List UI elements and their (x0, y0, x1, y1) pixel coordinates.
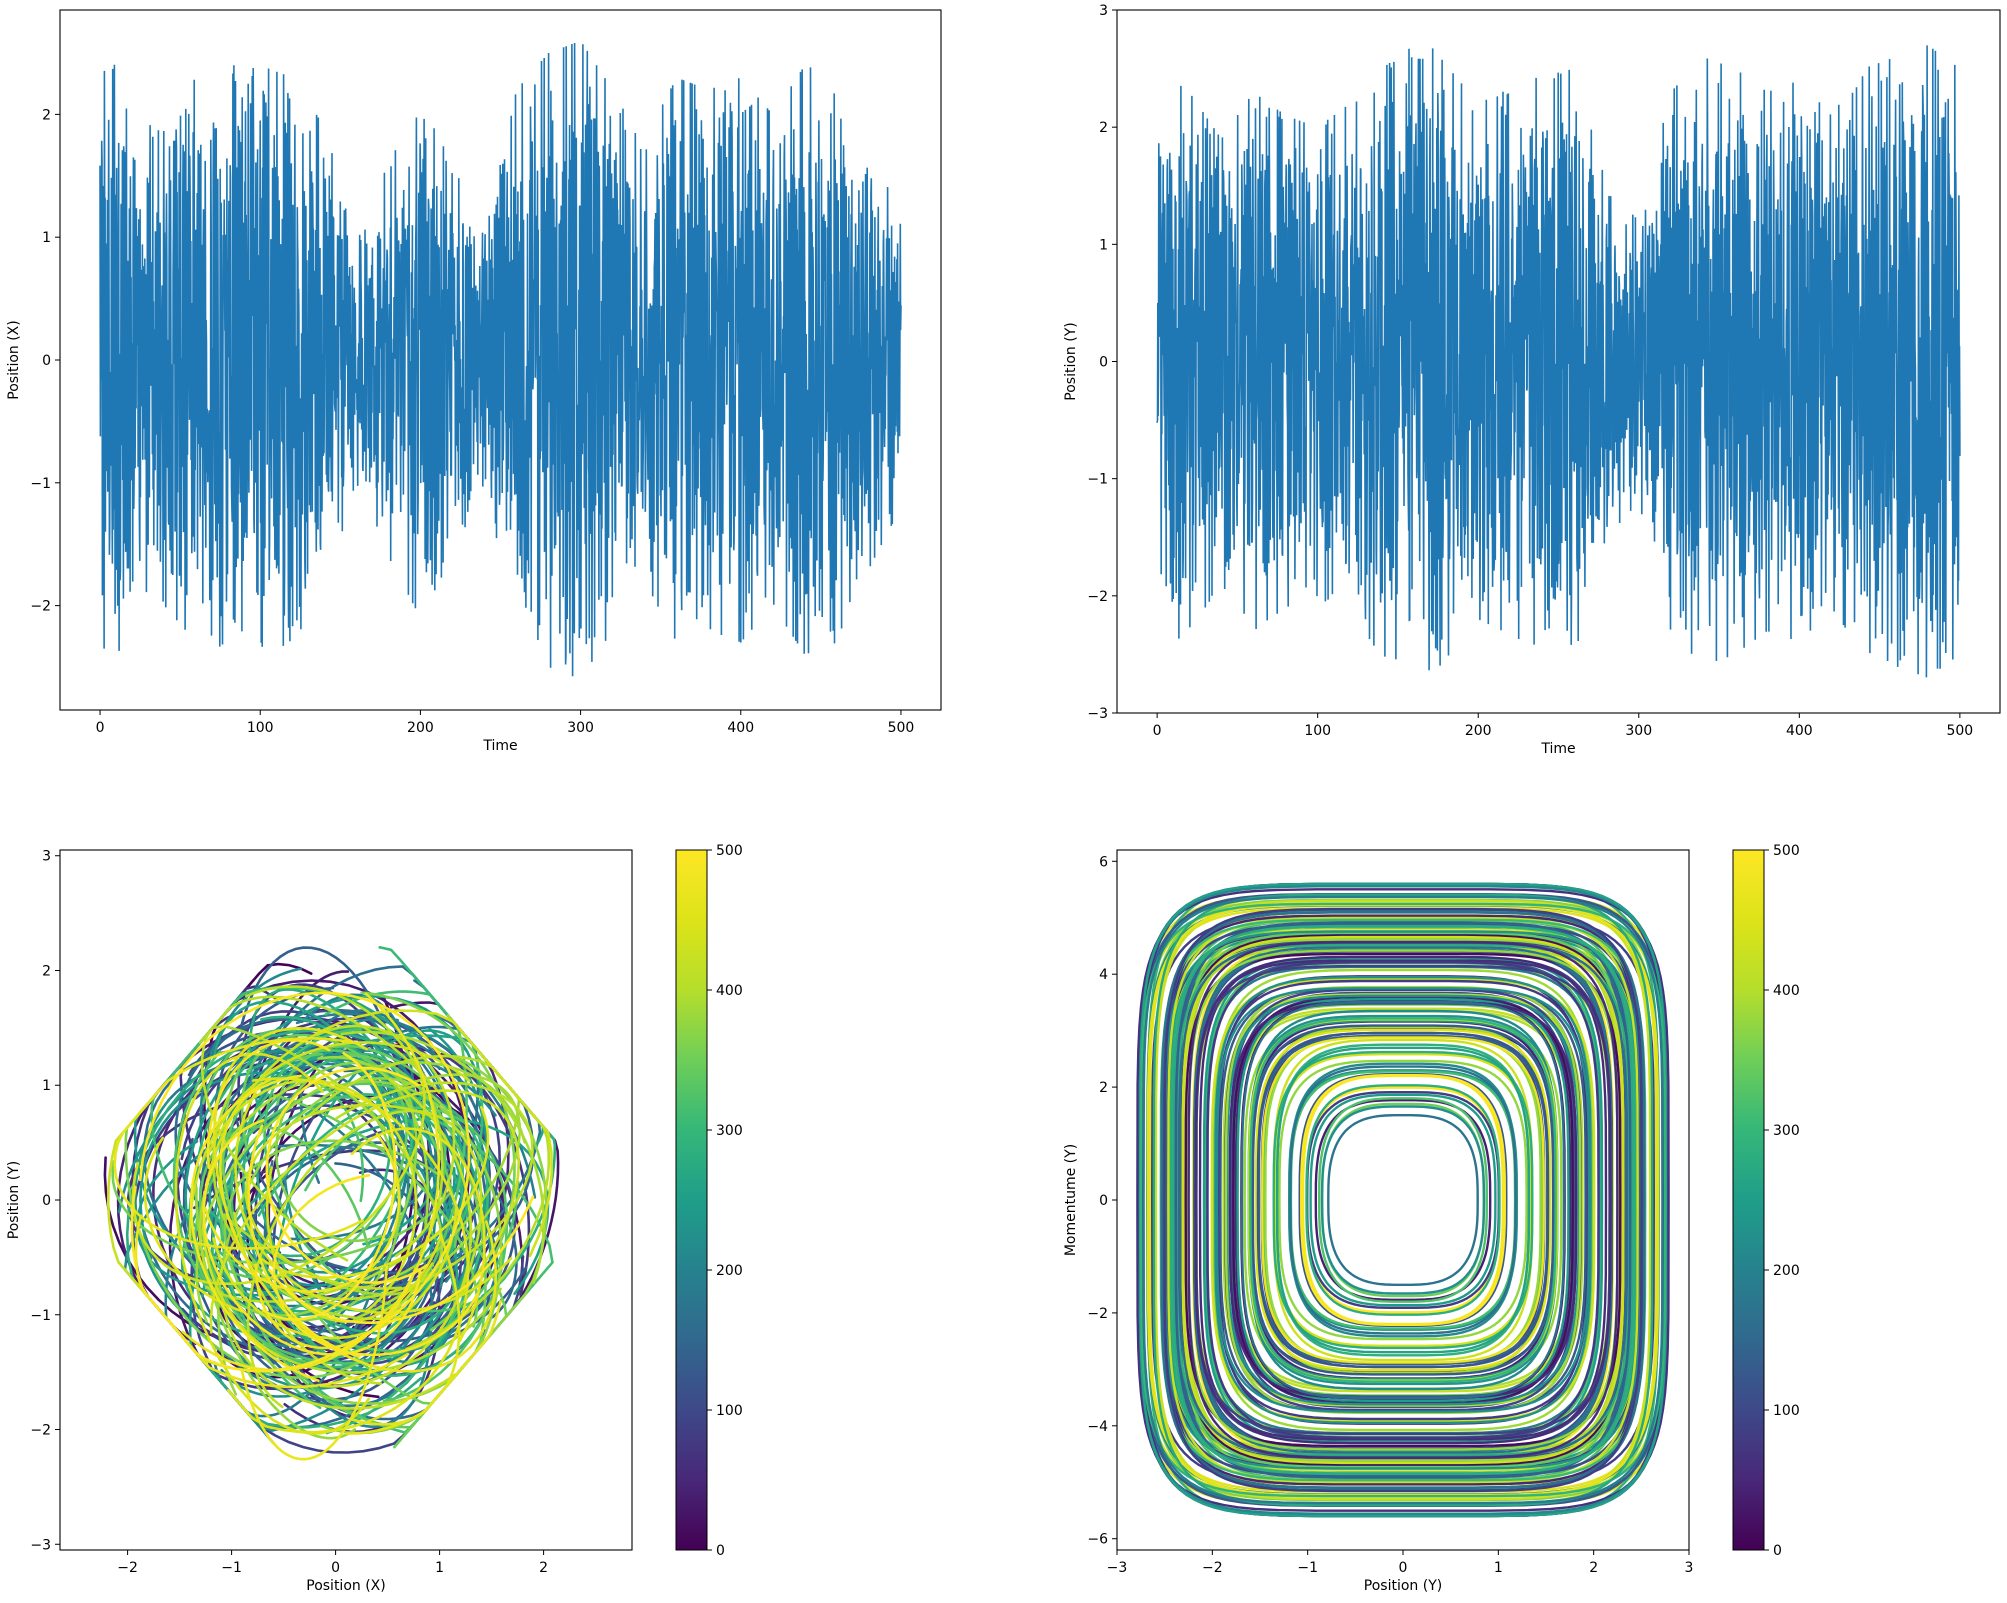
y-tick-label: 4 (1099, 967, 1108, 983)
y-tick-label: −6 (1087, 1532, 1108, 1548)
x-tick-label: 2 (539, 1560, 548, 1576)
x-tick-label: −2 (1202, 1560, 1223, 1576)
y-tick-label: 2 (1099, 120, 1108, 136)
colorbar-tick-label: 300 (716, 1123, 743, 1139)
x-tick-label: 500 (888, 720, 915, 736)
colorbar-tick-label: 100 (716, 1403, 743, 1419)
y-tick-label: 3 (42, 849, 51, 865)
colorbar-tick-label: 500 (1773, 843, 1800, 859)
x-tick-label: 1 (1494, 1560, 1503, 1576)
x-tick-label: 500 (1946, 723, 1973, 739)
colorbar-tick-label: 400 (716, 983, 743, 999)
x-axis-label: Time (1540, 741, 1575, 757)
x-tick-label: 400 (1786, 723, 1813, 739)
colorbar-tick-label: 100 (1773, 1403, 1800, 1419)
y-tick-label: 0 (1099, 355, 1108, 371)
x-tick-label: 300 (1625, 723, 1652, 739)
x-tick-label: 200 (407, 720, 434, 736)
x-tick-label: −1 (221, 1560, 242, 1576)
y-tick-label: 0 (42, 353, 51, 369)
y-tick-label: −3 (1087, 706, 1108, 722)
x-tick-label: −3 (1107, 1560, 1128, 1576)
colorbar-gradient (1733, 850, 1764, 1550)
y-tick-label: 0 (1099, 1193, 1108, 1209)
y-time-plot: 0 100 200 300 400 500 −3 −2 −1 0 1 2 3 Time Position (… (1063, 3, 2000, 757)
x-y-phase-plot: −2 −1 0 1 2 −3 −2 −1 0 1 2 3 Position (X) Position (Y… (6, 843, 743, 1594)
colorbar-tick-label: 300 (1773, 1123, 1800, 1139)
y-axis-label: Position (Y) (6, 1161, 22, 1239)
y-tick-label: 0 (42, 1193, 51, 1209)
x-tick-label: 300 (567, 720, 594, 736)
y-tick-label: −2 (1087, 1306, 1108, 1322)
x-axis-label: Time (482, 738, 517, 754)
x-axis-label: Position (Y) (1364, 1578, 1442, 1594)
colorbar-gradient (676, 850, 707, 1550)
y-tick-label: −1 (30, 1308, 51, 1324)
colorbar: 0 100 200 300 400 500 (1733, 843, 1800, 1559)
y-tick-label: 3 (1099, 3, 1108, 19)
y-tick-label: −2 (30, 1423, 51, 1439)
x-tick-label: 0 (1399, 1560, 1408, 1576)
x-tick-label: 2 (1589, 1560, 1598, 1576)
colorbar: 0 100 200 300 400 500 (676, 843, 743, 1559)
x-tick-label: 200 (1465, 723, 1492, 739)
y-tick-label: −4 (1087, 1419, 1108, 1435)
y-tick-label: −2 (30, 599, 51, 615)
y-axis-label: Momentume (Y) (1063, 1144, 1079, 1256)
y-tick-label: −1 (30, 476, 51, 492)
x-tick-label: −2 (117, 1560, 138, 1576)
y-tick-label: 2 (42, 963, 51, 979)
x-tick-label: 3 (1685, 1560, 1694, 1576)
colorbar-tick-label: 0 (716, 1543, 725, 1559)
x-tick-label: 0 (1153, 723, 1162, 739)
y-tick-label: −3 (30, 1537, 51, 1553)
y-tick-label: −1 (1087, 472, 1108, 488)
x-tick-label: 100 (1304, 723, 1331, 739)
y-axis-label: Position (X) (6, 320, 22, 399)
colorbar-tick-label: 0 (1773, 1543, 1782, 1559)
x-tick-label: 400 (727, 720, 754, 736)
y-tick-label: 2 (1099, 1080, 1108, 1096)
y-tick-label: 1 (42, 1078, 51, 1094)
x-time-plot: 0 100 200 300 400 500 −2 −1 0 1 2 Time Position (X) (6, 10, 941, 754)
y-tick-label: −2 (1087, 589, 1108, 605)
x-tick-label: 100 (247, 720, 274, 736)
x-tick-label: 0 (331, 1560, 340, 1576)
y-momentum-phase-plot: −3 −2 −1 0 1 2 3 −6 −4 −2 0 2 4 6 Position (Y) Momentum… (1063, 843, 1800, 1594)
x-tick-label: −1 (1297, 1560, 1318, 1576)
colorbar-tick-label: 400 (1773, 983, 1800, 999)
colorbar-tick-label: 500 (716, 843, 743, 859)
x-tick-label: 0 (96, 720, 105, 736)
y-tick-label: 2 (42, 107, 51, 123)
x-tick-label: 1 (435, 1560, 444, 1576)
colorbar-tick-label: 200 (1773, 1263, 1800, 1279)
y-tick-label: 1 (1099, 237, 1108, 253)
x-axis-label: Position (X) (306, 1578, 385, 1594)
y-axis-label: Position (Y) (1063, 322, 1079, 400)
y-tick-label: 6 (1099, 854, 1108, 870)
y-tick-label: 1 (42, 230, 51, 246)
colorbar-tick-label: 200 (716, 1263, 743, 1279)
